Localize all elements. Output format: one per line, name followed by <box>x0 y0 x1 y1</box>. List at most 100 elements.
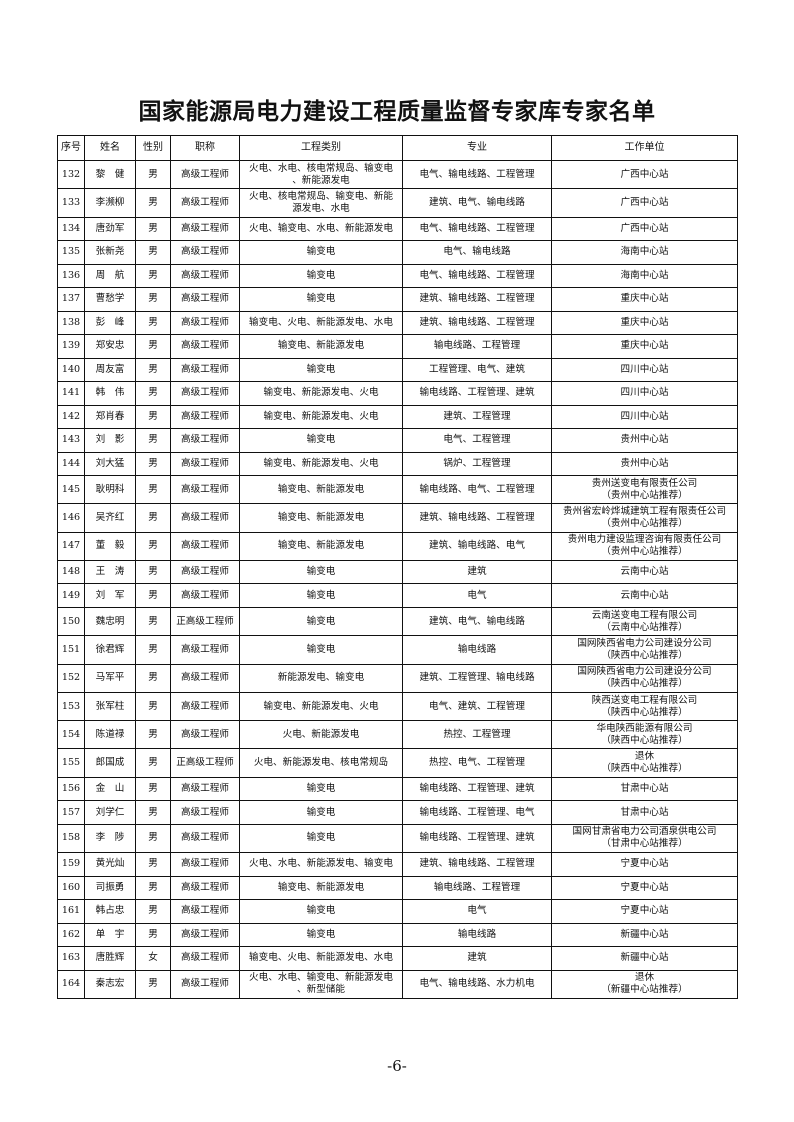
cell-title: 高级工程师 <box>170 720 240 750</box>
table-row: 159 黄光灿男高级工程师 火电、水电、新能源发电、输变电 建筑、输电线路、工程管理宁… <box>57 852 738 877</box>
header-no: 序号 <box>57 135 85 161</box>
table-row: 146 吴齐红男高级工程师 输变电、新能源发电 建筑、输电线路、工程管理 贵州省宏岭烨城… <box>57 503 738 533</box>
cell-gender: 男 <box>135 720 171 750</box>
cell-unit: 退休 （新疆中心站推荐） <box>551 969 738 999</box>
cell-unit: 退休 （陕西中心站推荐） <box>551 748 738 778</box>
cell-name: 郎国成 <box>84 748 136 778</box>
cell-unit: 重庆中心站 <box>551 334 738 359</box>
cell-category: 输变电、新能源发电 <box>239 875 403 901</box>
cell-category: 输变电、新能源发电、火电 <box>239 381 403 406</box>
cell-category: 输变电 <box>239 800 403 825</box>
cell-major: 建筑 <box>402 946 552 971</box>
cell-name: 韩 伟 <box>84 381 136 406</box>
cell-title: 正高级工程师 <box>170 748 240 778</box>
cell-category: 火电、水电、输变电、新能源发电 、新型储能 <box>239 969 403 999</box>
cell-name: 单 宇 <box>84 922 136 948</box>
cell-name: 周 航 <box>84 263 136 289</box>
table-row: 156 金 山男高级工程师 输变电 输电线路、工程管理、建筑 甘肃中心站 <box>57 776 738 802</box>
cell-name: 董 毅 <box>84 531 136 561</box>
cell-title: 高级工程师 <box>170 852 240 877</box>
cell-major: 输电线路、工程管理 <box>402 334 552 359</box>
cell-unit: 新疆中心站 <box>551 946 738 971</box>
header-name: 姓名 <box>84 135 136 161</box>
cell-gender: 女 <box>135 946 171 971</box>
cell-no: 156 <box>57 776 85 802</box>
table-row: 155 郎国成男正高级工程师 火电、新能源发电、核电常规岛 热控、电气、工程管理 退休 … <box>57 748 738 778</box>
cell-title: 高级工程师 <box>170 287 240 312</box>
cell-name: 唐劲军 <box>84 216 136 242</box>
cell-name: 韩占忠 <box>84 899 136 924</box>
table-row: 161 韩占忠男高级工程师 输变电 电气 宁夏中心站 <box>57 899 738 924</box>
cell-no: 136 <box>57 263 85 289</box>
cell-category: 输变电 <box>239 428 403 453</box>
cell-title: 高级工程师 <box>170 428 240 453</box>
cell-category: 输变电、火电、新能源发电、水电 <box>239 946 403 971</box>
cell-major: 电气、输电线路、工程管理 <box>402 263 552 289</box>
cell-major: 热控、工程管理 <box>402 720 552 750</box>
cell-name: 金 山 <box>84 776 136 802</box>
cell-no: 151 <box>57 635 85 665</box>
table-row: 150 魏忠明男正高级工程师 输变电 建筑、电气、输电线路 云南送变电工程有限公司 （云… <box>57 606 738 637</box>
cell-name: 刘大猛 <box>84 451 136 477</box>
cell-title: 高级工程师 <box>170 899 240 924</box>
cell-title: 高级工程师 <box>170 663 240 693</box>
header-category: 工程类别 <box>239 135 403 161</box>
cell-major: 建筑、输电线路、工程管理 <box>402 503 552 533</box>
cell-title: 高级工程师 <box>170 503 240 533</box>
cell-unit: 云南送变电工程有限公司 （云南中心站推荐） <box>551 606 738 637</box>
table-row: 139 郑安忠男高级工程师 输变电、新能源发电 输电线路、工程管理 重庆中心站 <box>57 334 738 359</box>
cell-name: 徐君辉 <box>84 635 136 665</box>
cell-name: 黄光灿 <box>84 852 136 877</box>
cell-category: 输变电、新能源发电、火电 <box>239 691 403 722</box>
cell-major: 建筑、工程管理、输电线路 <box>402 663 552 693</box>
cell-major: 建筑、电气、输电线路 <box>402 606 552 637</box>
cell-name: 唐胜辉 <box>84 946 136 971</box>
cell-no: 163 <box>57 946 85 971</box>
cell-unit: 甘肃中心站 <box>551 800 738 825</box>
cell-category: 火电、新能源发电、核电常规岛 <box>239 748 403 778</box>
cell-gender: 男 <box>135 635 171 665</box>
cell-category: 输变电 <box>239 287 403 312</box>
cell-title: 正高级工程师 <box>170 606 240 637</box>
cell-category: 输变电 <box>239 240 403 265</box>
cell-title: 高级工程师 <box>170 475 240 505</box>
cell-title: 高级工程师 <box>170 969 240 999</box>
table-row: 154 陈道禄男高级工程师 火电、新能源发电 热控、工程管理 华电陕西能源有限公司 （陕… <box>57 720 738 750</box>
table-row: 162 单 宇男高级工程师 输变电 输电线路 新疆中心站 <box>57 922 738 948</box>
table-row: 135 张新尧男高级工程师 输变电 电气、输电线路 海南中心站 <box>57 240 738 265</box>
cell-unit: 贵州电力建设监理咨询有限责任公司 （贵州中心站推荐） <box>551 531 738 561</box>
cell-category: 输变电 <box>239 263 403 289</box>
cell-gender: 男 <box>135 922 171 948</box>
cell-unit: 广西中心站 <box>551 159 738 190</box>
cell-gender: 男 <box>135 748 171 778</box>
cell-title: 高级工程师 <box>170 559 240 585</box>
table-row: 137 曹愁学男高级工程师 输变电 建筑、输电线路、工程管理 重庆中心站 <box>57 287 738 312</box>
cell-unit: 海南中心站 <box>551 263 738 289</box>
cell-title: 高级工程师 <box>170 946 240 971</box>
cell-major: 输电线路、工程管理 <box>402 875 552 901</box>
header-title: 职称 <box>170 135 240 161</box>
cell-gender: 男 <box>135 969 171 999</box>
table-row: 141 韩 伟男高级工程师 输变电、新能源发电、火电 输电线路、工程管理、建筑 四川中心… <box>57 381 738 406</box>
cell-major: 电气、输电线路、工程管理 <box>402 216 552 242</box>
cell-name: 秦志宏 <box>84 969 136 999</box>
cell-category: 输变电、火电、新能源发电、水电 <box>239 310 403 336</box>
cell-gender: 男 <box>135 531 171 561</box>
table-row: 136 周 航男高级工程师 输变电 电气、输电线路、工程管理 海南中心站 <box>57 263 738 289</box>
cell-title: 高级工程师 <box>170 357 240 383</box>
cell-no: 155 <box>57 748 85 778</box>
table-row: 145 耿明科男高级工程师 输变电、新能源发电 输电线路、电气、工程管理 贵州送变电有限… <box>57 475 738 505</box>
cell-no: 139 <box>57 334 85 359</box>
cell-major: 建筑、输电线路、工程管理 <box>402 287 552 312</box>
cell-name: 吴齐红 <box>84 503 136 533</box>
cell-no: 162 <box>57 922 85 948</box>
cell-no: 148 <box>57 559 85 585</box>
table-row: 151 徐君辉男高级工程师 输变电 输电线路 国网陕西省电力公司建设分公司 （陕西中心站… <box>57 635 738 665</box>
cell-unit: 广西中心站 <box>551 216 738 242</box>
cell-major: 电气、输电线路、水力机电 <box>402 969 552 999</box>
cell-major: 电气、输电线路、工程管理 <box>402 159 552 190</box>
expert-list-table: 序号 姓名 性别 职称 工程类别 专业 工作单位 132 黎 健男高级工程师 火电、… <box>57 135 738 999</box>
cell-unit: 国网甘肃省电力公司酒泉供电公司 （甘肃中心站推荐） <box>551 823 738 854</box>
cell-major: 输电线路、工程管理、建筑 <box>402 776 552 802</box>
cell-category: 火电、水电、核电常规岛、输变电 、新能源发电 <box>239 159 403 190</box>
